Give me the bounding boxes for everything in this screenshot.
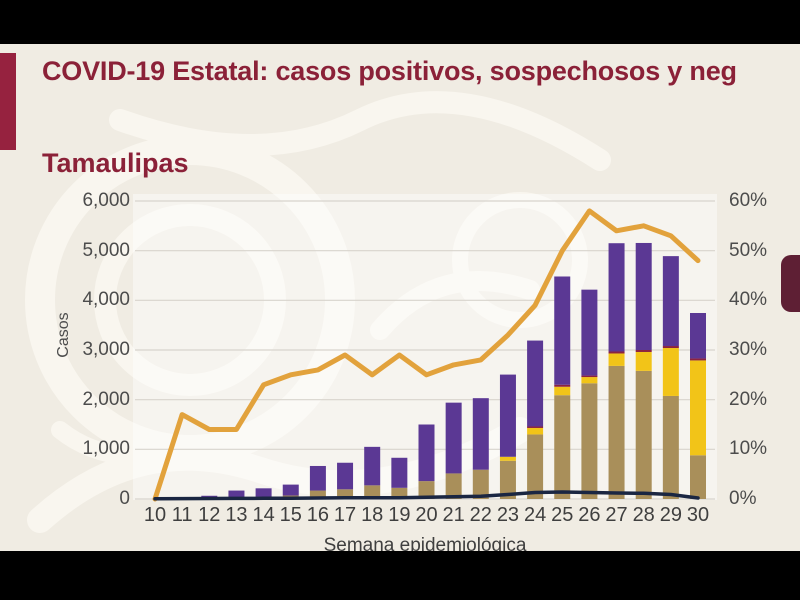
positivos-bar-segment bbox=[662, 395, 679, 499]
granate-bar-segment bbox=[662, 346, 679, 349]
x-tick-label: 10 bbox=[143, 504, 167, 526]
x-tick-label: 20 bbox=[415, 504, 438, 526]
x-tick-label: 25 bbox=[551, 504, 574, 526]
negativos-bar-segment bbox=[364, 446, 381, 486]
x-tick-label: 12 bbox=[198, 504, 221, 526]
x-axis-label: Semana epidemiológica bbox=[323, 535, 527, 556]
positivos-bar-segment bbox=[445, 473, 462, 499]
x-tick-label: 13 bbox=[225, 504, 248, 526]
sospechosos-bar-segment bbox=[608, 353, 625, 366]
page-title: COVID-19 Estatal: casos positivos, sospe… bbox=[42, 56, 737, 86]
top-letterbox-bar bbox=[0, 0, 800, 44]
x-tick-label: 24 bbox=[523, 504, 547, 526]
negativos-bar-segment bbox=[554, 276, 571, 385]
bottom-letterbox-bar bbox=[0, 551, 800, 600]
negativos-bar-segment bbox=[472, 398, 489, 470]
negativos-bar-segment bbox=[418, 424, 435, 482]
navy_line bbox=[153, 490, 700, 501]
granate-bar-segment bbox=[635, 350, 652, 352]
negativos-bar-segment bbox=[581, 289, 598, 376]
positivos-bar-segment bbox=[499, 460, 516, 499]
positivos-bar-segment bbox=[581, 383, 598, 499]
negativos-bar-segment bbox=[445, 402, 462, 474]
sospechosos-bar-segment bbox=[662, 348, 679, 396]
y-left-tick-label: 3,000 bbox=[82, 339, 130, 360]
granate-bar-segment bbox=[608, 351, 625, 354]
y-right-tick-label: 0% bbox=[729, 488, 757, 509]
state-title: Tamaulipas bbox=[42, 148, 189, 178]
y-right-tick-label: 30% bbox=[729, 339, 768, 360]
positivos-bar-segment bbox=[309, 490, 326, 499]
x-tick-label: 19 bbox=[388, 504, 411, 526]
negativos-bar-segment bbox=[608, 243, 625, 352]
negativos-bar-segment bbox=[499, 374, 516, 457]
y-left-tick-label: 2,000 bbox=[82, 388, 130, 410]
x-tick-label: 22 bbox=[469, 504, 492, 526]
positivos-bar-segment bbox=[635, 370, 652, 499]
positivos-bar-segment bbox=[527, 434, 544, 499]
negativos-bar-segment bbox=[391, 457, 408, 488]
negativos-bar-segment bbox=[282, 484, 299, 496]
y-right-tick-label: 40% bbox=[729, 289, 768, 311]
negativos-bar-segment bbox=[662, 256, 679, 347]
x-tick-label: 30 bbox=[686, 504, 710, 526]
positivos-bar-segment bbox=[554, 395, 571, 499]
granate-bar-segment bbox=[527, 426, 544, 428]
positivos-bar-segment bbox=[418, 481, 435, 499]
x-tick-label: 17 bbox=[333, 504, 357, 526]
negativos-bar-segment bbox=[337, 462, 354, 490]
positivos-bar-segment bbox=[690, 455, 706, 499]
y-left-tick-label: 5,000 bbox=[82, 239, 130, 261]
x-tick-label: 11 bbox=[171, 504, 193, 526]
positivos-bar-segment bbox=[337, 489, 354, 499]
left-accent-bar bbox=[0, 53, 16, 150]
granate-bar-segment bbox=[690, 358, 706, 361]
negativos-bar-segment bbox=[228, 490, 245, 498]
y-right-tick-label: 60% bbox=[729, 190, 768, 211]
x-tick-label: 29 bbox=[659, 504, 682, 526]
y-left-tick-label: 6,000 bbox=[82, 190, 130, 211]
sospechosos-bar-segment bbox=[527, 427, 544, 435]
positivos-bar-segment bbox=[391, 487, 408, 499]
granate-bar-segment bbox=[554, 384, 571, 387]
sospechosos-bar-segment bbox=[635, 351, 652, 371]
pct_line bbox=[152, 208, 701, 502]
negativos-bar-segment bbox=[527, 340, 544, 427]
x-tick-label: 26 bbox=[578, 504, 601, 526]
positivos-bar-segment bbox=[364, 485, 381, 499]
y-left-tick-label: 0 bbox=[119, 488, 130, 509]
x-tick-label: 21 bbox=[442, 504, 465, 526]
granate-bar-segment bbox=[581, 375, 598, 378]
y-right-tick-label: 10% bbox=[729, 438, 768, 460]
negativos-bar-segment bbox=[255, 488, 272, 497]
x-tick-label: 23 bbox=[496, 504, 520, 526]
negativos-bar-segment bbox=[690, 312, 706, 359]
right-edge-tab bbox=[781, 255, 800, 312]
positivos-bar-segment bbox=[472, 469, 489, 499]
negativos-bar-segment bbox=[309, 465, 326, 491]
x-tick-label: 28 bbox=[632, 504, 655, 526]
y-right-tick-label: 20% bbox=[729, 388, 768, 410]
sospechosos-bar-segment bbox=[690, 360, 706, 456]
positivos-bar-segment bbox=[608, 365, 625, 499]
y-left-tick-label: 4,000 bbox=[82, 289, 130, 311]
x-tick-label: 27 bbox=[605, 504, 628, 526]
sospechosos-bar-segment bbox=[499, 456, 516, 461]
x-tick-label: 15 bbox=[279, 504, 302, 526]
y-right-tick-label: 50% bbox=[729, 239, 768, 261]
sospechosos-bar-segment bbox=[581, 377, 598, 384]
covid-combo-chart bbox=[135, 200, 715, 502]
x-tick-label: 14 bbox=[252, 504, 275, 526]
negativos-bar-segment bbox=[635, 242, 652, 350]
x-tick-label: 18 bbox=[361, 504, 384, 526]
y-left-tick-label: 1,000 bbox=[82, 438, 130, 460]
x-tick-label: 16 bbox=[306, 504, 330, 526]
sospechosos-bar-segment bbox=[554, 386, 571, 396]
